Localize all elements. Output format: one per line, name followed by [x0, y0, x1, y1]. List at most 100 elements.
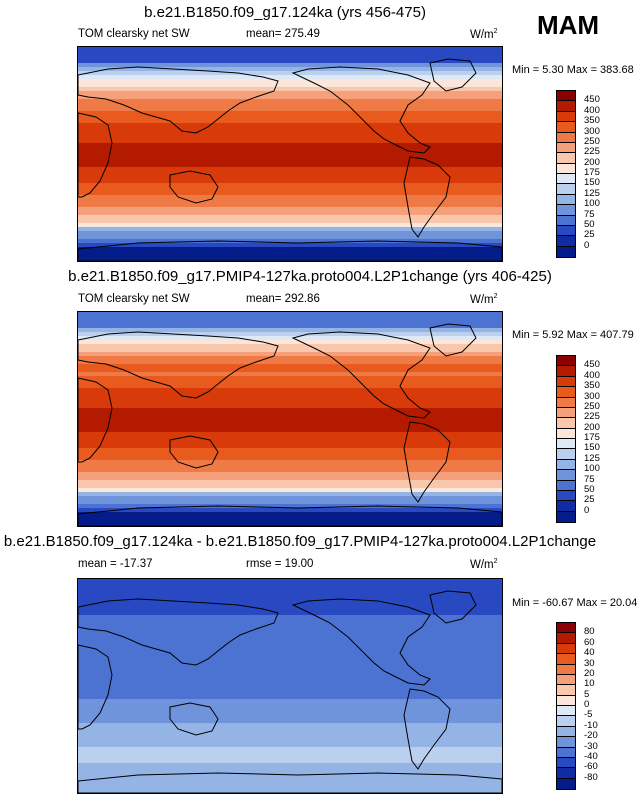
map-band	[78, 791, 502, 793]
colorbar-segment	[557, 194, 575, 206]
map-band	[78, 360, 502, 365]
colorbar-segment	[557, 449, 575, 460]
panel2-minmax: Min = 5.92 Max = 407.79	[512, 329, 634, 341]
map-band	[78, 603, 502, 608]
colorbar-segment	[557, 737, 575, 748]
colorbar-segment	[557, 376, 575, 388]
colorbar-tick-label: 150	[584, 177, 600, 189]
colorbar-segment	[557, 716, 575, 727]
map-band	[78, 416, 502, 421]
map-band	[78, 743, 502, 748]
map-band	[78, 396, 502, 401]
panel1-units-base: W/m	[470, 28, 494, 41]
colorbar-tick-label: 10	[584, 678, 595, 690]
colorbar-tick-label: 125	[584, 187, 600, 199]
colorbar-segment	[557, 757, 575, 769]
map-band	[78, 508, 502, 513]
map-band	[78, 123, 502, 128]
map-band	[78, 583, 502, 588]
map-band	[78, 47, 502, 52]
map-band	[78, 75, 502, 80]
map-band	[78, 432, 502, 437]
map-band	[78, 643, 502, 648]
colorbar-tick-label: 400	[584, 369, 600, 381]
colorbar-tick-label: 125	[584, 452, 600, 464]
colorbar-tick-label: 300	[584, 125, 600, 137]
map-band	[78, 167, 502, 172]
map-band	[78, 388, 502, 393]
map-band	[78, 259, 502, 261]
map-band	[78, 424, 502, 429]
colorbar-tick-label: 75	[584, 208, 595, 220]
colorbar-segment	[557, 726, 575, 738]
colorbar-segment	[557, 654, 575, 665]
colorbar-tick-label: 100	[584, 198, 600, 210]
colorbar-tick-label: 20	[584, 667, 595, 679]
map-band	[78, 739, 502, 744]
colorbar-segment	[557, 356, 575, 367]
colorbar-segment	[557, 778, 575, 789]
map-band	[78, 663, 502, 668]
colorbar-tick-label: 5	[584, 688, 590, 700]
colorbar-tick-label: 0	[584, 504, 590, 516]
map-band	[78, 316, 502, 321]
map-band	[78, 747, 502, 752]
colorbar-segment	[557, 163, 575, 174]
colorbar-tick-label: -40	[584, 750, 598, 762]
map-band	[78, 779, 502, 784]
season-label: MAM	[537, 10, 600, 40]
map-band	[78, 647, 502, 652]
map-band	[78, 312, 502, 317]
map-band	[78, 611, 502, 616]
map-band	[78, 103, 502, 108]
panel1-colorbar	[556, 90, 576, 258]
map-band	[78, 348, 502, 353]
map-band	[78, 500, 502, 505]
panel1-minmax: Min = 5.30 Max = 383.68	[512, 64, 634, 76]
panel1-units: W/m2	[470, 28, 498, 41]
colorbar-segment	[557, 366, 575, 377]
map-band	[78, 239, 502, 244]
colorbar-segment	[557, 439, 575, 450]
map-band	[78, 223, 502, 228]
colorbar-tick-label: -60	[584, 761, 598, 773]
colorbar-tick-label: 225	[584, 411, 600, 423]
map-band	[78, 159, 502, 164]
map-band	[78, 520, 502, 525]
map-band	[78, 324, 502, 329]
map-band	[78, 59, 502, 64]
colorbar-segment	[557, 153, 575, 164]
map-band	[78, 135, 502, 140]
coastline	[169, 702, 219, 736]
coastline	[291, 598, 431, 686]
panel3-units-base: W/m	[470, 558, 494, 571]
colorbar-tick-label: 80	[584, 626, 595, 638]
colorbar-segment	[557, 511, 575, 522]
map-band	[78, 715, 502, 720]
colorbar-tick-label: 60	[584, 636, 595, 648]
map-band	[78, 376, 502, 381]
map-band	[78, 384, 502, 389]
map-band	[78, 595, 502, 600]
map-band	[78, 87, 502, 92]
map-band	[78, 607, 502, 612]
colorbar-segment	[557, 387, 575, 398]
map-band	[78, 127, 502, 132]
panel2-units-base: W/m	[470, 293, 494, 306]
map-band	[78, 55, 502, 60]
map-band	[78, 751, 502, 756]
map-band	[78, 667, 502, 672]
map-band	[78, 687, 502, 692]
panel1-title: b.e21.B1850.f09_g17.124ka (yrs 456-475)	[144, 4, 426, 21]
colorbar-tick-label: 250	[584, 400, 600, 412]
map-band	[78, 219, 502, 224]
colorbar-segment	[557, 142, 575, 154]
colorbar-tick-label: 50	[584, 483, 595, 495]
colorbar-segment	[557, 747, 575, 758]
map-band	[78, 139, 502, 144]
panel2-mean-label: mean= 292.86	[246, 293, 320, 305]
map-band	[78, 460, 502, 465]
colorbar-segment	[557, 174, 575, 185]
map-band	[78, 707, 502, 712]
map-band	[78, 119, 502, 124]
